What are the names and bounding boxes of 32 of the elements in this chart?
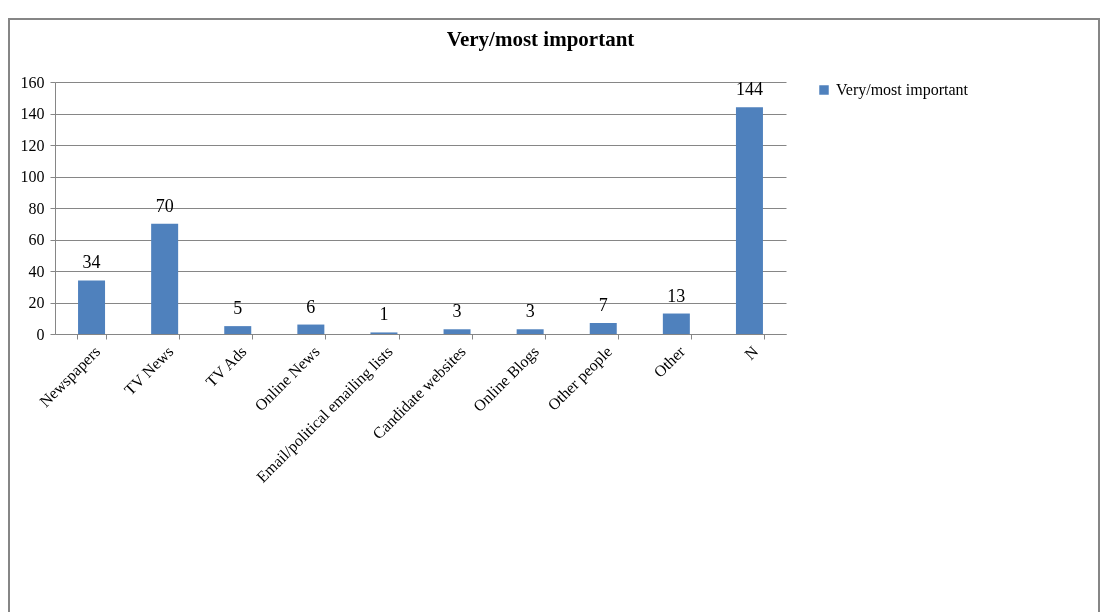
y-tick-label: 20 — [28, 294, 45, 311]
bar — [151, 223, 179, 334]
bar — [516, 329, 544, 334]
bar — [78, 280, 106, 334]
y-tick-label: 160 — [20, 73, 45, 91]
y-tick-label: 100 — [20, 168, 45, 185]
bar — [662, 313, 690, 334]
chart-title: Very/most important — [446, 27, 635, 51]
y-tick-label: 0 — [36, 325, 45, 343]
y-tick-label: 140 — [20, 105, 45, 122]
data-label: 6 — [306, 296, 316, 317]
data-label: 5 — [233, 298, 243, 319]
y-tick-label: 60 — [28, 231, 45, 248]
data-label: 70 — [155, 195, 174, 216]
legend-label: Very/most important — [836, 81, 969, 99]
x-tick-label: TV Ads — [202, 342, 250, 391]
data-label: 7 — [598, 294, 608, 315]
data-label: 34 — [82, 252, 101, 273]
bar — [297, 324, 325, 334]
data-label: 3 — [452, 301, 462, 322]
y-tick-label: 120 — [20, 136, 45, 154]
data-label: 144 — [735, 79, 763, 100]
data-label: 1 — [379, 304, 389, 325]
y-tick-label: 80 — [28, 199, 45, 217]
x-tick-label: N — [741, 342, 762, 363]
y-tick-label: 40 — [28, 262, 45, 280]
bar — [443, 329, 471, 334]
bar — [735, 107, 763, 334]
bar — [224, 326, 252, 334]
data-label: 3 — [525, 301, 535, 322]
bar — [589, 322, 617, 334]
data-label: 13 — [667, 285, 686, 306]
